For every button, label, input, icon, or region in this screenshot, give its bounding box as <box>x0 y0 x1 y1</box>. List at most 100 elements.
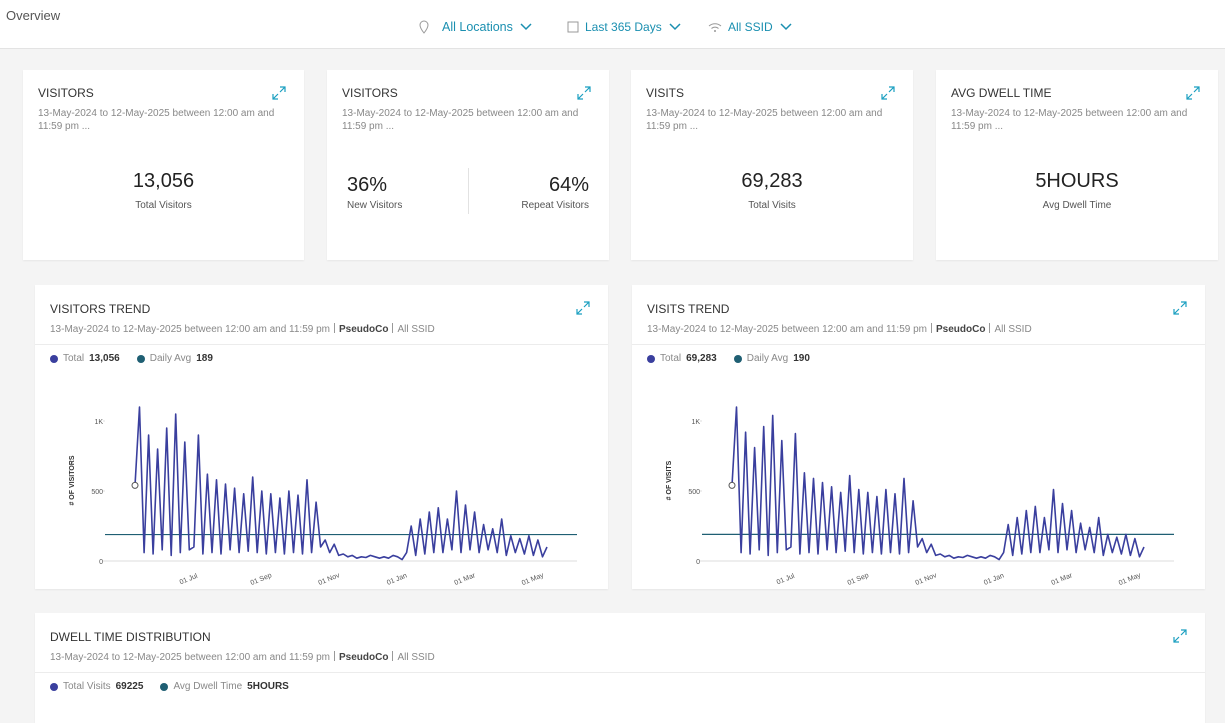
legend-label: Total Visits <box>63 681 111 692</box>
chevron <box>669 23 681 31</box>
card-title: VISITORS <box>342 86 398 100</box>
chevron <box>780 23 792 31</box>
card-value: 69,283 <box>741 170 803 192</box>
legend-value: 189 <box>196 353 213 364</box>
date-range: 13-May-2024 to 12-May-2025 between 12:00… <box>50 652 330 663</box>
x-tick-label: 01 May <box>1118 572 1142 587</box>
filter-label: Last 365 Days <box>585 20 662 34</box>
x-tick-label: 01 May <box>521 572 545 587</box>
card-label: Total Visitors <box>135 200 192 211</box>
filter-label: All SSID <box>728 20 773 34</box>
legend-label: Daily Avg <box>149 353 192 364</box>
card-value: 13,056 <box>132 170 195 192</box>
date-range: 13-May-2024 to 12-May-2025 between 12:00… <box>50 324 330 335</box>
expand-icon[interactable] <box>1186 86 1200 100</box>
x-tick-label: 01 Sep <box>250 572 273 587</box>
date-range: 13-May-2024 to 12-May-2025 between 12:00… <box>647 324 927 335</box>
legend-value: 69,283 <box>686 353 717 364</box>
y-tick-label: 500 <box>688 489 700 496</box>
card-subtitle: 13-May-2024 to 12-May-2025 between 12:00… <box>342 108 579 132</box>
ssid: All SSID <box>397 652 435 663</box>
trend-panel: # OF VISITS 0 500 1K 01 Jul 01 Sep 01 Nov 01 Ja… <box>632 285 1205 589</box>
line-chart: # OF VISITS 0 500 1K 01 Jul 01 Sep 01 Nov 01 Ja… <box>666 406 1174 587</box>
legend-value: 190 <box>793 353 810 364</box>
legend-dot <box>647 354 655 363</box>
ssid-filter[interactable]: All SSID <box>708 20 793 34</box>
card-label: Total Visits <box>748 200 796 211</box>
x-tick-label: 01 Nov <box>318 572 342 587</box>
kpi-card: AVG DWELL TIME 13-May-2024 to 12-May-202… <box>936 70 1218 260</box>
panel-subtitle: 13-May-2024 to 12-May-2025 between 12:00… <box>50 323 435 335</box>
dwell-panel: DWELL TIME DISTRIBUTION 13-May-2024 to 1… <box>35 613 1205 723</box>
card-value: 5HOURS <box>1035 170 1119 192</box>
filter-label: All Locations <box>442 20 513 34</box>
y-tick-label: 1K <box>691 419 700 426</box>
expand-icon[interactable] <box>881 86 895 100</box>
series-line <box>731 406 1145 561</box>
card-label: Avg Dwell Time <box>1042 200 1112 211</box>
card-value: 64% <box>548 174 589 196</box>
wifi-icon <box>708 23 722 32</box>
hover-point <box>728 481 736 489</box>
x-tick-label: 01 Jan <box>386 572 408 586</box>
legend-label: Total <box>660 353 682 364</box>
legend: Total 13,056 Daily Avg 189 <box>50 353 225 364</box>
card-title: VISITS <box>646 86 685 100</box>
panel-title: VISITS TREND <box>647 302 730 316</box>
card-subtitle: 13-May-2024 to 12-May-2025 between 12:00… <box>38 108 275 132</box>
expand-icon[interactable] <box>577 86 591 100</box>
legend-dot <box>160 682 169 691</box>
date-filter[interactable]: Last 365 Days <box>567 20 682 34</box>
location: PseudoCo <box>936 324 986 335</box>
legend-dot <box>733 354 742 363</box>
x-tick-label: 01 Mar <box>1051 572 1074 587</box>
y-tick-label: 0 <box>696 559 700 566</box>
legend: Total 69,283 Daily Avg 190 <box>647 353 822 364</box>
chevron <box>520 23 532 31</box>
panel-subtitle: 13-May-2024 to 12-May-2025 between 12:00… <box>647 323 1032 335</box>
legend: Total Visits 69225 Avg Dwell Time 5HOURS <box>50 681 301 692</box>
card-title: VISITORS <box>38 86 94 100</box>
legend-label: Avg Dwell Time <box>173 681 243 692</box>
location-filter[interactable]: All Locations <box>418 20 533 34</box>
card-value: 36% <box>347 174 388 196</box>
page-title: Overview <box>6 8 61 23</box>
panel-subtitle: 13-May-2024 to 12-May-2025 between 12:00… <box>50 651 435 663</box>
x-tick-label: 01 Jul <box>776 573 796 587</box>
x-tick-label: 01 Nov <box>915 572 939 587</box>
legend-label: Daily Avg <box>746 353 789 364</box>
card-label: Repeat Visitors <box>521 200 589 211</box>
panel-title: DWELL TIME DISTRIBUTION <box>50 630 211 644</box>
card-label: New Visitors <box>347 200 403 211</box>
legend-dot <box>136 354 145 363</box>
hover-point <box>131 481 139 489</box>
card-subtitle: 13-May-2024 to 12-May-2025 between 12:00… <box>646 108 883 132</box>
x-tick-label: 01 Sep <box>847 572 870 587</box>
x-tick-label: 01 Jul <box>179 573 199 587</box>
series-line <box>134 406 548 561</box>
kpi-card: VISITS 13-May-2024 to 12-May-2025 betwee… <box>631 70 913 260</box>
top-bar: Overview All Locations Last 365 Days All… <box>0 0 1225 49</box>
legend-value: 5HOURS <box>247 681 289 692</box>
expand-icon[interactable] <box>576 301 590 315</box>
y-axis-title: # OF VISITS <box>666 460 673 500</box>
calendar-icon <box>567 21 579 33</box>
legend-value: 69225 <box>115 681 144 692</box>
trend-panel: # OF VISITORS 0 500 1K 01 Jul 01 Sep 01 Nov 01 … <box>35 285 608 589</box>
y-tick-label: 1K <box>94 419 103 426</box>
divider <box>468 168 469 214</box>
ssid: All SSID <box>994 324 1032 335</box>
y-tick-label: 0 <box>99 559 103 566</box>
y-axis-title: # OF VISITORS <box>69 455 76 505</box>
card-subtitle: 13-May-2024 to 12-May-2025 between 12:00… <box>951 108 1188 132</box>
legend-label: Total <box>63 353 85 364</box>
kpi-card: VISITORS 13-May-2024 to 12-May-2025 betw… <box>327 70 609 260</box>
card-title: AVG DWELL TIME <box>951 86 1052 100</box>
expand-icon[interactable] <box>272 86 286 100</box>
expand-icon[interactable] <box>1173 629 1187 643</box>
ssid: All SSID <box>397 324 435 335</box>
panel-title: VISITORS TREND <box>50 302 151 316</box>
legend-dot <box>50 682 58 691</box>
expand-icon[interactable] <box>1173 301 1187 315</box>
